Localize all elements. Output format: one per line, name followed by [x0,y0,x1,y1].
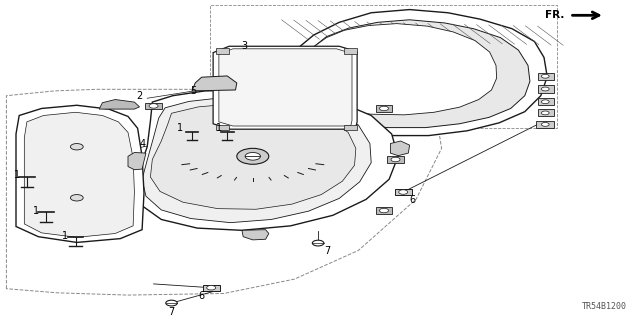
Text: 1: 1 [216,123,222,133]
Bar [344,125,357,130]
Circle shape [166,300,177,306]
Bar [376,105,392,112]
Bar [395,189,412,195]
Bar [203,285,220,291]
Text: 6: 6 [198,291,205,301]
Text: 1: 1 [62,231,68,241]
FancyBboxPatch shape [268,112,280,118]
Text: FR.: FR. [545,10,564,20]
Polygon shape [99,100,140,109]
Circle shape [207,286,216,290]
Circle shape [70,144,83,150]
Polygon shape [282,20,530,128]
FancyBboxPatch shape [268,99,280,105]
Text: 2: 2 [136,91,143,101]
Polygon shape [269,10,547,136]
Bar [145,103,162,109]
FancyBboxPatch shape [538,85,554,93]
FancyBboxPatch shape [538,98,554,105]
Text: 5: 5 [190,86,196,96]
Bar [216,48,229,54]
Text: 7: 7 [168,307,175,317]
Circle shape [149,104,158,108]
Text: 7: 7 [324,246,331,256]
Text: 6: 6 [410,195,416,205]
Circle shape [245,152,260,160]
Text: 1: 1 [33,205,40,216]
Polygon shape [136,90,398,230]
Text: 1: 1 [177,123,184,133]
Polygon shape [242,230,269,240]
Circle shape [391,157,400,162]
Circle shape [541,100,549,104]
Circle shape [541,122,549,126]
FancyBboxPatch shape [538,73,554,80]
Text: 4: 4 [140,139,146,149]
Polygon shape [24,112,134,237]
Polygon shape [192,76,237,91]
Polygon shape [287,24,497,115]
Bar [376,207,392,214]
Text: 3: 3 [241,41,248,51]
Polygon shape [128,152,146,170]
Bar [344,48,357,54]
FancyBboxPatch shape [538,109,554,116]
Polygon shape [16,105,144,242]
Text: TR54B1200: TR54B1200 [582,302,627,311]
Polygon shape [219,49,352,126]
Circle shape [237,148,269,164]
Circle shape [312,240,324,246]
Circle shape [380,208,388,213]
Circle shape [380,106,388,111]
Polygon shape [150,104,356,209]
Polygon shape [142,98,371,223]
Bar [387,156,404,163]
Polygon shape [390,141,410,156]
Circle shape [399,190,408,194]
Circle shape [541,87,549,91]
Bar [536,121,554,128]
Text: 1: 1 [14,170,20,181]
Circle shape [70,195,83,201]
Polygon shape [213,46,357,129]
Circle shape [541,74,549,78]
Circle shape [541,111,549,115]
Bar [216,125,229,130]
